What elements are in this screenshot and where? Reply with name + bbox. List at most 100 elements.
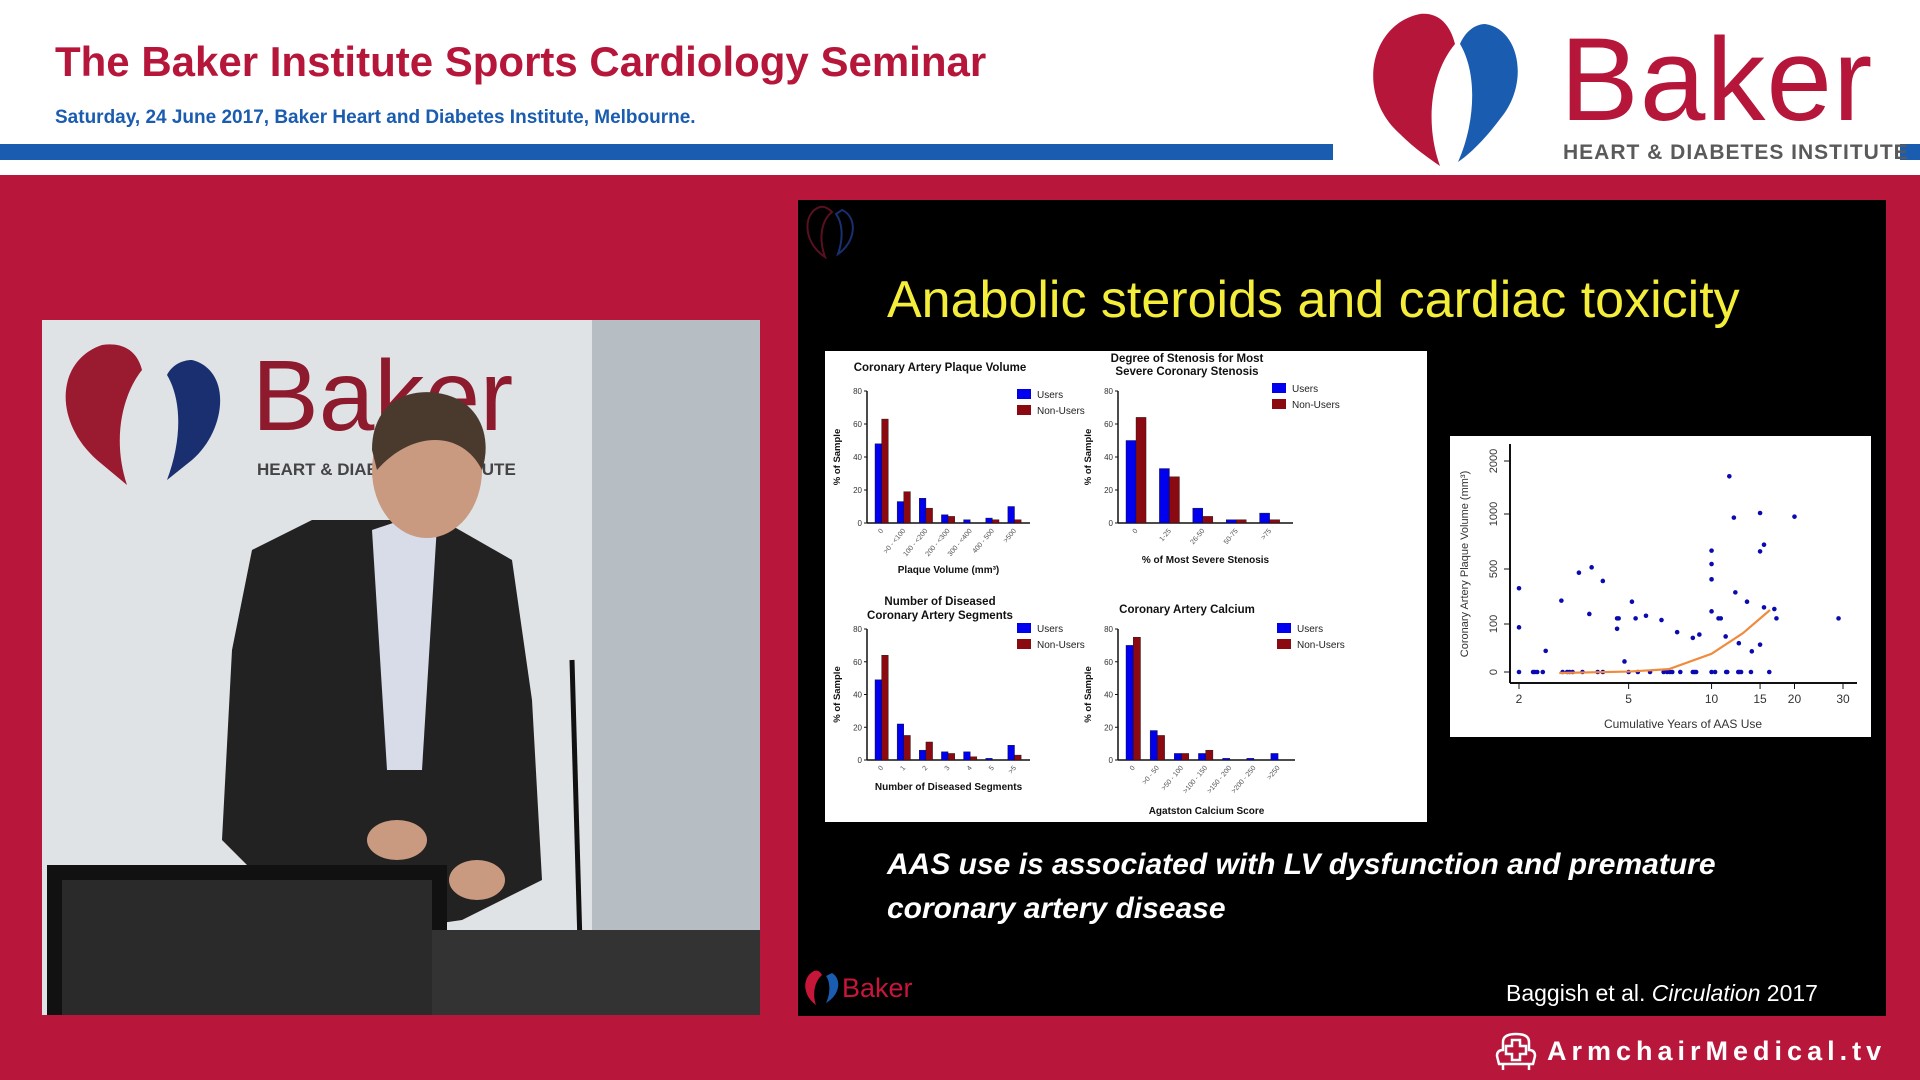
bar-non-users xyxy=(903,491,911,524)
armchairmedical-watermark: ArmchairMedical.tv xyxy=(1495,1030,1886,1072)
data-point xyxy=(1761,542,1767,547)
data-point xyxy=(1559,598,1564,603)
data-point xyxy=(1587,611,1592,617)
x-tick-label: 30 xyxy=(1836,692,1850,706)
data-point xyxy=(1757,642,1763,647)
bar-non-users xyxy=(1014,519,1022,524)
bar-non-users xyxy=(925,507,933,524)
bar-non-users xyxy=(992,519,1000,524)
bar-users xyxy=(874,443,882,524)
bar-users xyxy=(1125,440,1137,524)
legend-swatch xyxy=(1017,389,1031,399)
x-tick-label: 10 xyxy=(1705,692,1719,706)
bar-users xyxy=(1174,753,1182,761)
x-tick-label: >200 - 250 xyxy=(1230,765,1257,795)
bar-users xyxy=(1259,512,1270,524)
x-tick-label: 0 xyxy=(877,765,885,773)
bar-users xyxy=(1125,645,1134,761)
y-tick-label: 60 xyxy=(1104,658,1113,667)
slide-caption-line1: AAS use is associated with LV dysfunctio… xyxy=(887,848,1716,881)
x-axis-label: Number of Diseased Segments xyxy=(875,782,1023,793)
bar-non-users xyxy=(1181,753,1189,761)
watermark-text: ArmchairMedical.tv xyxy=(1547,1035,1887,1066)
x-tick-label: 5 xyxy=(1625,692,1632,706)
y-tick-label: 1000 xyxy=(1488,502,1500,526)
bar-users xyxy=(941,514,949,524)
y-axis-label: % of Sample xyxy=(1083,429,1094,486)
data-point xyxy=(1516,625,1522,630)
data-point xyxy=(1600,578,1606,584)
y-tick-label: 60 xyxy=(853,658,862,667)
bar-non-users xyxy=(925,741,933,761)
bar-users xyxy=(941,751,949,761)
bar-users xyxy=(1270,753,1279,761)
chart-title: Coronary Artery Segments xyxy=(867,610,1013,622)
data-point xyxy=(1749,649,1755,654)
data-point xyxy=(1757,549,1763,554)
legend-swatch xyxy=(1272,383,1286,393)
x-tick-label: 400 - 500 xyxy=(972,528,996,555)
bar-charts: Coronary Artery Plaque Volume020406080% … xyxy=(832,353,1345,817)
bar-non-users xyxy=(1205,749,1214,761)
seminar-header: The Baker Institute Sports Cardiology Se… xyxy=(0,0,1920,175)
data-point xyxy=(1629,599,1635,605)
legend-label: Users xyxy=(1292,384,1318,395)
bar-users xyxy=(1226,519,1237,524)
bar-non-users xyxy=(1014,754,1022,761)
data-point xyxy=(1693,669,1699,675)
x-tick-label: >75 xyxy=(1260,528,1273,542)
legend-swatch xyxy=(1277,639,1291,649)
data-point xyxy=(1534,669,1540,675)
y-tick-label: 20 xyxy=(1104,486,1113,495)
data-point xyxy=(1589,565,1594,570)
data-point xyxy=(1723,634,1728,639)
y-axis-label: % of Sample xyxy=(1083,666,1094,723)
x-axis-label: Agatston Calcium Score xyxy=(1149,806,1265,817)
data-point xyxy=(1690,635,1696,641)
bar-non-users xyxy=(1169,476,1180,524)
seminar-subtitle: Saturday, 24 June 2017, Baker Heart and … xyxy=(55,107,696,128)
legend-swatch xyxy=(1017,623,1031,633)
data-point xyxy=(1540,669,1546,675)
bar-non-users xyxy=(1202,516,1214,524)
data-point xyxy=(1616,616,1621,621)
y-tick-label: 60 xyxy=(853,420,862,429)
bar-users xyxy=(1192,507,1204,524)
x-tick-label: >0 - 50 xyxy=(1141,765,1161,786)
bar-non-users xyxy=(1269,519,1280,524)
bar-users xyxy=(919,749,927,761)
x-axis-label: Cumulative Years of AAS Use xyxy=(1604,717,1762,731)
bar-users xyxy=(1198,753,1206,761)
legend-label: Non-Users xyxy=(1297,640,1345,651)
bar-non-users xyxy=(1133,636,1141,761)
x-tick-label: 26-50 xyxy=(1189,528,1206,546)
x-tick-label: 0 xyxy=(877,528,885,536)
x-tick-label: >50 - 100 xyxy=(1161,765,1186,792)
bar-non-users xyxy=(903,735,911,761)
y-tick-label: 500 xyxy=(1488,560,1500,578)
bar-users xyxy=(1007,745,1015,761)
x-tick-label: 0 xyxy=(1132,528,1140,536)
data-point xyxy=(1614,626,1620,632)
x-tick-label: 1-25 xyxy=(1159,528,1173,543)
baker-heart-logo-icon xyxy=(1373,13,1518,166)
speaker-scene: Baker HEART & DIABETES INSTITUTE xyxy=(42,320,760,1015)
citation-year: 2017 xyxy=(1760,980,1818,1006)
presentation-slide: Anabolic steroids and cardiac toxicity C… xyxy=(798,200,1886,1016)
data-point xyxy=(1543,648,1548,654)
y-tick-label: 20 xyxy=(1104,723,1113,732)
header-divider-right xyxy=(1900,144,1920,160)
speaker-video: Baker HEART & DIABETES INSTITUTE xyxy=(42,320,760,1015)
x-tick-label: >5 xyxy=(1008,765,1019,776)
data-point xyxy=(1724,669,1730,675)
bar-users xyxy=(963,519,971,524)
bar-users xyxy=(896,723,904,761)
data-point xyxy=(1659,617,1664,623)
y-tick-label: 0 xyxy=(858,756,863,765)
y-axis-label: Coronary Artery Plaque Volume (mm³) xyxy=(1459,471,1471,657)
data-point xyxy=(1697,632,1702,637)
x-tick-label: >500 xyxy=(1003,528,1019,545)
bar-non-users xyxy=(1157,735,1165,761)
y-tick-label: 40 xyxy=(853,691,862,700)
